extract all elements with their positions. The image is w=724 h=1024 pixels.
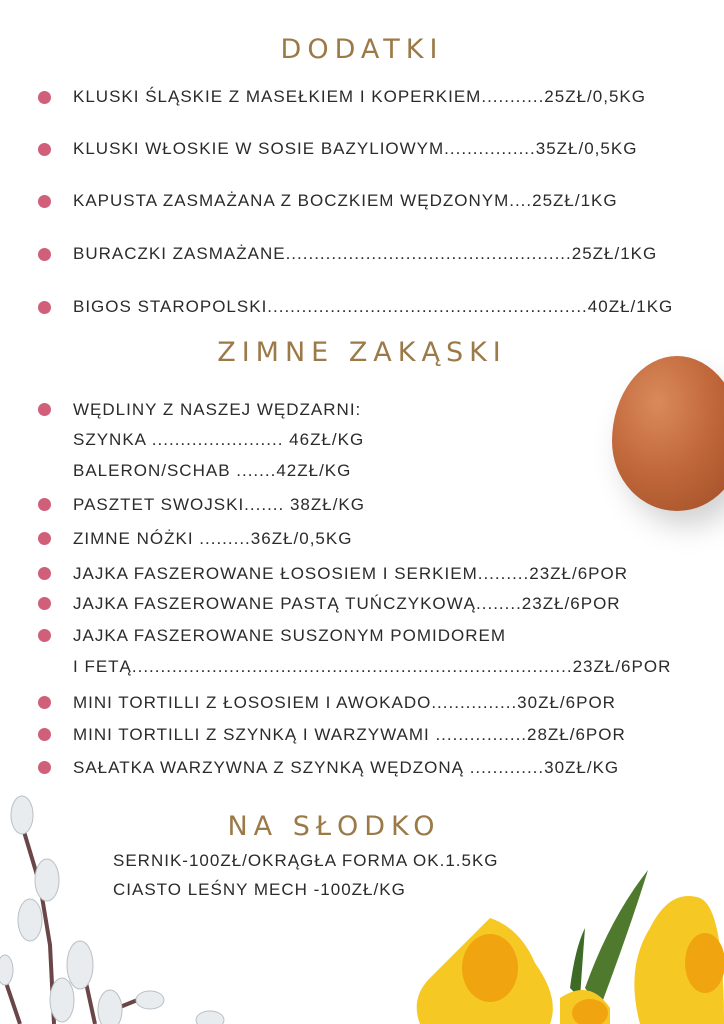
section-title-dodatki: DODATKI	[280, 34, 444, 65]
menu-item: WĘDLINY Z NASZEJ WĘDZARNI:	[73, 400, 362, 419]
menu-item: BALERON/SCHAB .......42ZŁ/KG	[73, 461, 352, 480]
menu-item: MINI TORTILLI Z SZYNKĄ I WARZYWAMI .....…	[73, 725, 626, 744]
section-title-zimne-zakaski: ZIMNE ZAKĄSKI	[217, 337, 507, 368]
menu-item: SAŁATKA WARZYWNA Z SZYNKĄ WĘDZONĄ ......…	[73, 758, 620, 777]
menu-item: MINI TORTILLI Z ŁOSOSIEM I AWOKADO......…	[73, 693, 616, 712]
daffodil-image	[416, 870, 724, 1024]
section-title-na-slodko: NA SŁODKO	[227, 811, 441, 842]
bullet-icon	[38, 403, 51, 416]
menu-item: JAJKA FASZEROWANE PASTĄ TUŃCZYKOWĄ......…	[73, 594, 621, 613]
sweet-item: CIASTO LEŚNY MECH -100ZŁ/KG	[113, 880, 406, 899]
bullet-icon	[38, 195, 51, 208]
menu-item: ZIMNE NÓŻKI .........36ZŁ/0,5KG	[73, 529, 353, 548]
sweet-item: SERNIK-100ZŁ/OKRĄGŁA FORMA OK.1.5KG	[113, 851, 499, 870]
menu-item: I FETĄ..................................…	[73, 657, 672, 676]
egg-image	[612, 356, 724, 526]
bullet-icon	[38, 761, 51, 774]
bullet-icon	[38, 532, 51, 545]
bullet-icon	[38, 248, 51, 261]
menu-item: JAJKA FASZEROWANE SUSZONYM POMIDOREM	[73, 626, 507, 645]
bullet-icon	[38, 728, 51, 741]
menu-item: SZYNKA ....................... 46ZŁ/KG	[73, 430, 365, 449]
menu-item: KLUSKI ŚLĄSKIE Z MASEŁKIEM I KOPERKIEM..…	[73, 87, 646, 106]
bullet-icon	[38, 143, 51, 156]
menu-item: PASZTET SWOJSKI....... 38ZŁ/KG	[73, 495, 365, 514]
bullet-icon	[38, 498, 51, 511]
bullet-icon	[38, 301, 51, 314]
menu-item: BURACZKI ZASMAŻANE......................…	[73, 244, 658, 263]
bullet-icon	[38, 91, 51, 104]
menu-item: KAPUSTA ZASMAŻANA Z BOCZKIEM WĘDZONYM...…	[73, 191, 618, 210]
menu-item: JAJKA FASZEROWANE ŁOSOSIEM I SERKIEM....…	[73, 564, 629, 583]
bullet-icon	[38, 629, 51, 642]
bullet-icon	[38, 597, 51, 610]
menu-item: KLUSKI WŁOSKIE W SOSIE BAZYLIOWYM.......…	[73, 139, 638, 158]
menu-item: BIGOS STAROPOLSKI.......................…	[73, 297, 674, 316]
bullet-icon	[38, 567, 51, 580]
pussy-willow-image	[0, 795, 225, 1024]
bullet-icon	[38, 696, 51, 709]
